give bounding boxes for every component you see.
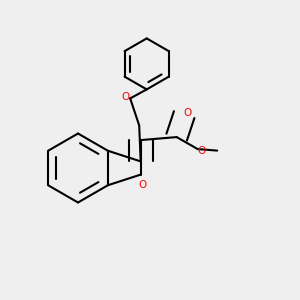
Text: O: O [138, 180, 146, 190]
Text: O: O [122, 92, 130, 102]
Text: O: O [184, 108, 192, 118]
Text: O: O [197, 146, 206, 156]
